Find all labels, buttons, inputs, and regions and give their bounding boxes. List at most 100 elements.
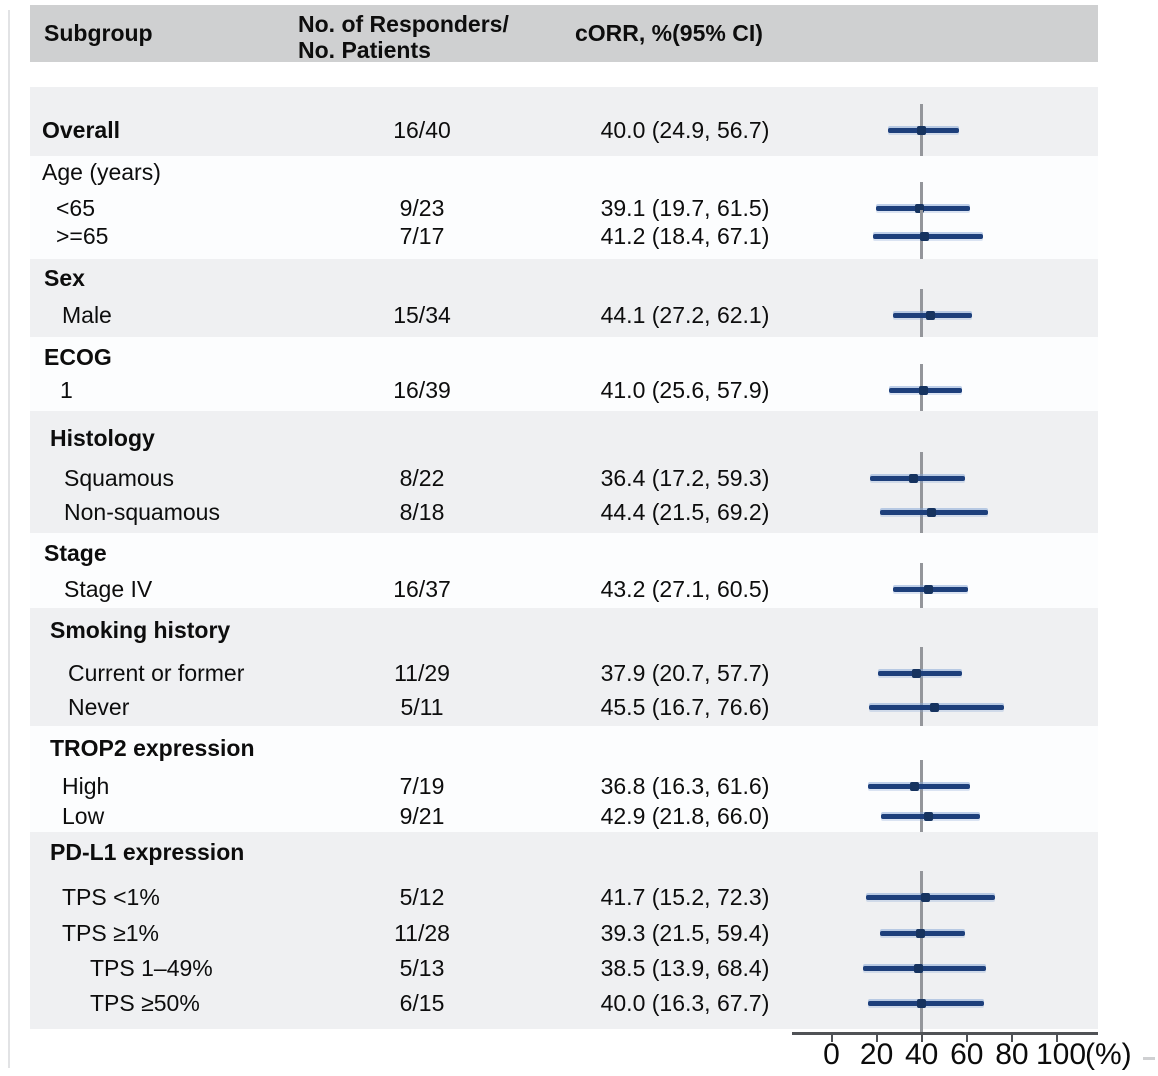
reference-line-segment [920,760,924,818]
point-estimate-marker [912,668,922,678]
point-estimate-marker [913,963,923,973]
row-label: Non-squamous [64,499,220,525]
row-corr-value: 41.2 (18.4, 67.1) [600,223,770,249]
confidence-interval-line [862,965,986,971]
x-axis-tick [920,1035,923,1042]
row-responders-value: 16/40 [393,117,451,143]
point-estimate-marker [924,584,934,594]
section-band [30,337,1098,411]
section-header-label: Histology [50,425,155,451]
row-label: <65 [56,195,96,221]
x-axis-line [792,1032,1098,1035]
row-label: TPS 1–49% [90,955,213,981]
point-estimate-marker [915,203,925,213]
x-axis-tick-label: 20 [859,1038,894,1071]
row-responders-value: 5/11 [400,694,444,720]
row-corr-value: 44.4 (21.5, 69.2) [600,499,770,525]
x-axis-tick [965,1035,968,1042]
row-corr-value: 36.8 (16.3, 61.6) [600,773,770,799]
row-corr-value: 39.1 (19.7, 61.5) [600,195,770,221]
section-header-label: ECOG [44,344,112,370]
column-header-responders: No. of Responders/ No. Patients [298,11,509,63]
column-header-corr: cORR, %(95% CI) [575,20,763,46]
section-header-label: TROP2 expression [50,735,255,761]
row-label: TPS ≥50% [90,990,200,1016]
point-estimate-marker [917,998,927,1008]
row-label: High [62,773,110,799]
point-estimate-marker [909,781,919,791]
section-header-label: Smoking history [50,617,231,643]
section-header-label: Stage [44,540,107,566]
x-axis-tick [1056,1035,1058,1042]
row-label: TPS ≥1% [62,920,159,946]
point-estimate-marker [915,928,925,938]
section-header-label: PD-L1 expression [50,839,245,865]
row-responders-value: 8/18 [399,499,445,525]
row-responders-value: 15/34 [393,302,451,328]
reference-line-segment [920,563,924,621]
x-axis-tick-label: 80 [995,1038,1029,1071]
row-responders-value: 7/17 [399,223,445,249]
row-label: Current or former [68,660,245,686]
point-estimate-marker [919,231,929,241]
reference-line-segment [920,289,924,347]
row-label: Male [62,302,112,328]
row-corr-value: 44.1 (27.2, 62.1) [600,302,770,328]
row-responders-value: 11/29 [394,660,450,686]
row-corr-value: 45.5 (16.7, 76.6) [600,694,770,720]
row-responders-value: 16/39 [393,377,451,403]
x-axis-tick [1010,1035,1013,1042]
x-axis-tick-label: 40 [905,1038,939,1071]
row-responders-value: 9/21 [399,803,445,829]
row-responders-value: 6/15 [399,990,445,1016]
column-header-subgroup: Subgroup [44,20,153,46]
reference-line-segment [920,452,924,510]
x-axis-tick-label: 60 [950,1038,984,1071]
row-responders-value: 5/13 [399,955,445,981]
point-estimate-marker [926,310,936,320]
row-label: TPS <1% [62,884,160,910]
row-label: Stage IV [64,576,153,602]
point-estimate-marker [909,473,919,483]
confidence-interval-line [868,1000,985,1006]
row-corr-value: 36.4 (17.2, 59.3) [600,465,770,491]
row-label: Never [68,694,130,720]
confidence-interval-line [868,783,971,789]
section-header-label: Sex [44,265,85,291]
point-estimate-marker [917,125,927,135]
row-corr-value: 41.7 (15.2, 72.3) [600,884,770,910]
row-responders-value: 16/37 [393,576,451,602]
point-estimate-marker [919,385,929,395]
reference-line-segment [920,647,924,705]
row-label: 1 [60,377,73,403]
reference-line-segment [920,790,924,848]
left-edge-artifact [8,10,10,1068]
row-corr-value: 38.5 (13.9, 68.4) [600,955,770,981]
column-header-responders-line1: No. of Responders/ [298,11,509,37]
confidence-interval-line [865,894,995,900]
section-header-label: Age (years) [42,159,161,185]
x-axis-tick [875,1035,878,1042]
row-corr-value: 42.9 (21.8, 66.0) [600,803,770,829]
x-axis-tick-label: 0 [823,1038,840,1071]
point-estimate-marker [921,892,931,902]
section-band [30,259,1098,337]
row-corr-value: 39.3 (21.5, 59.4) [600,920,770,946]
row-corr-value: 40.0 (24.9, 56.7) [600,117,770,143]
section-band [30,533,1098,608]
row-corr-value: 37.9 (20.7, 57.7) [600,660,770,686]
x-axis-tick-label: 100 [1035,1038,1087,1071]
reference-line-segment [920,681,924,739]
row-label: Overall [42,117,120,143]
row-label: >=65 [56,223,109,249]
section-band [30,87,1098,156]
row-corr-value: 43.2 (27.1, 60.5) [600,576,770,602]
table-header-band: Subgroup No. of Responders/ No. Patients… [30,5,1098,63]
point-estimate-marker [927,507,937,517]
point-estimate-marker [929,702,939,712]
column-header-responders-line2: No. Patients [298,37,431,63]
row-label: Squamous [64,465,174,491]
row-responders-value: 11/28 [394,920,450,946]
row-responders-value: 8/22 [399,465,445,491]
